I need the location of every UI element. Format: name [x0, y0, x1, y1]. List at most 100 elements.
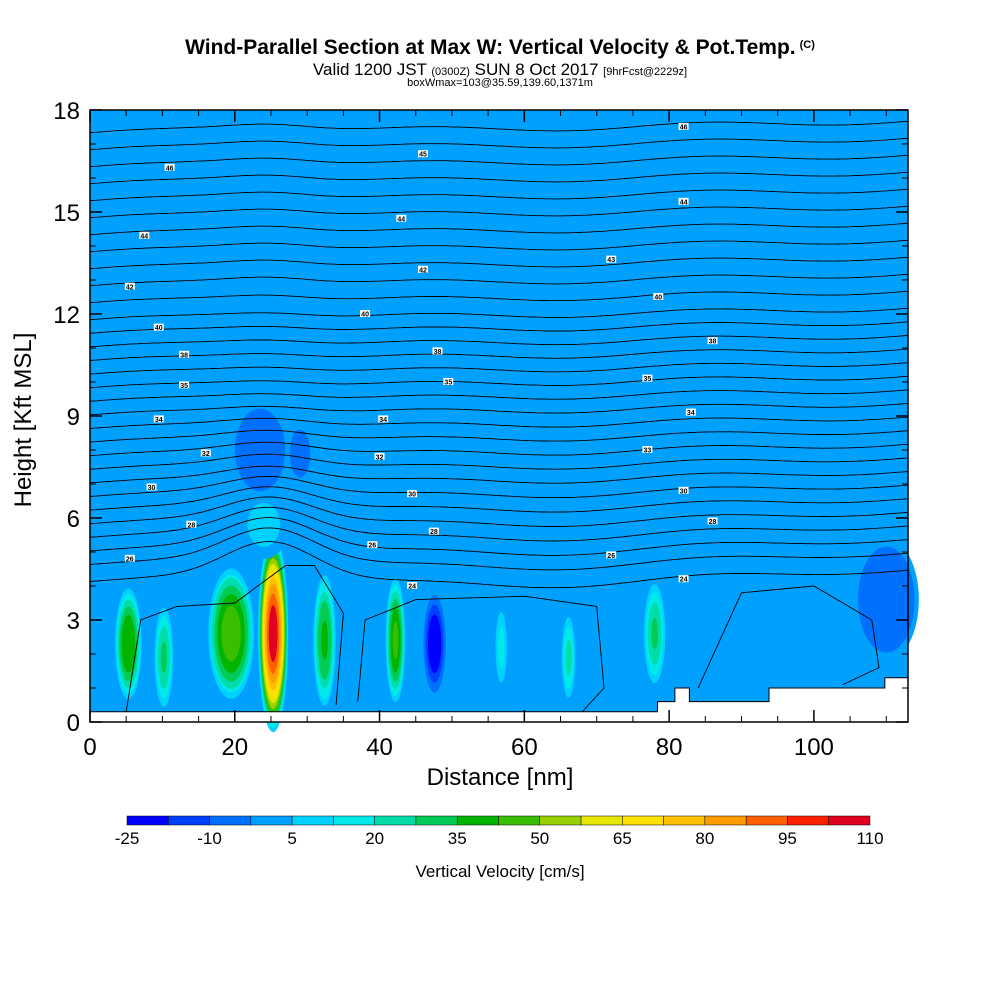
velocity-cell — [285, 419, 315, 488]
velocity-contour — [392, 621, 399, 660]
contour-label-box — [678, 123, 689, 130]
colorbar-swatch — [415, 815, 458, 826]
colorbar-tick-label: 35 — [448, 829, 467, 848]
contour-label: 28 — [709, 519, 717, 526]
contour-label-box — [443, 378, 454, 385]
contour-label: 38 — [709, 339, 717, 346]
contour-label-box — [685, 408, 696, 416]
colorbar-swatch — [787, 815, 829, 826]
colorbar-swatch — [539, 815, 582, 826]
x-tick-label: 40 — [366, 734, 393, 761]
contour-label-box — [407, 490, 418, 498]
colorbar-tick-label: 80 — [695, 829, 714, 848]
y-tick-label: 0 — [67, 710, 80, 737]
contour-label-box — [407, 582, 418, 589]
copyright-mark: (C) — [799, 39, 815, 51]
theta-contour-line — [89, 527, 909, 571]
contour-label: 40 — [155, 325, 163, 332]
y-tick-label: 3 — [67, 608, 80, 635]
theta-contour-line — [89, 496, 909, 527]
velocity-cell — [153, 603, 174, 712]
contour-label-box — [707, 517, 718, 525]
contour-label: 26 — [126, 556, 134, 563]
contour-label: 38 — [180, 352, 188, 359]
x-tick-label: 100 — [794, 734, 834, 761]
chart-title-text: Wind-Parallel Section at Max W: Vertical… — [185, 36, 796, 59]
velocity-cell — [561, 613, 576, 702]
chart-title: Wind-Parallel Section at Max W: Vertical… — [0, 36, 1000, 60]
colorbar-swatch — [622, 815, 664, 826]
valid-zulu: (0300Z) — [431, 66, 470, 78]
y-tick-label: 12 — [53, 302, 80, 329]
theta-contour-line — [89, 321, 909, 334]
x-tick-label: 80 — [656, 734, 683, 761]
theta-contour-line — [89, 375, 909, 389]
velocity-cell — [114, 586, 143, 702]
contour-label-box — [124, 554, 135, 562]
x-tick-label: 20 — [221, 734, 248, 761]
axes: 0 20 40 60 80 100 0 3 6 9 12 15 18 — [53, 98, 908, 761]
colorbar-tick-label: 20 — [365, 829, 384, 848]
contour-label-box — [360, 310, 371, 317]
theta-contour-line — [89, 465, 909, 484]
colorbar-label: Vertical Velocity [cm/s] — [415, 862, 585, 881]
colorbar-swatch — [745, 815, 788, 826]
contour-label-box — [200, 449, 211, 457]
colorbar-swatch — [663, 815, 706, 826]
velocity-contour — [256, 514, 272, 535]
velocity-cell — [257, 535, 289, 733]
theta-contour-line — [89, 441, 909, 457]
theta-contour-line — [89, 416, 909, 429]
theta-contour-line — [89, 453, 909, 470]
boxwmax-note: boxWmax=103@35.59,139.60,1371m — [407, 77, 593, 89]
theta-contour-line — [357, 595, 605, 713]
contour-label-box — [124, 282, 135, 290]
potential-temperature-contours: 46 46 45 44 44 44 43 42 42 40 40 40 38 38 38 35 35 35 34 34… — [89, 120, 909, 713]
velocity-cell — [238, 490, 290, 559]
colorbar-tick-label: -25 — [115, 829, 140, 848]
theta-contour-line — [89, 290, 909, 304]
theta-contour-line — [89, 188, 909, 202]
contour-label: 26 — [368, 543, 376, 550]
colorbar-swatch — [498, 815, 541, 826]
theta-contour-line — [89, 348, 909, 361]
theta-contour-line — [89, 506, 909, 542]
contour-label-box — [678, 197, 689, 205]
theta-contour-line — [89, 517, 909, 556]
theta-contour-line — [697, 585, 880, 689]
colorbar-tick-label: 5 — [287, 829, 296, 848]
contour-label: 44 — [140, 233, 148, 240]
contour-label: 28 — [430, 529, 438, 536]
colorbar-swatch — [333, 815, 375, 826]
theta-contour-line — [89, 171, 909, 185]
theta-contour-line — [89, 403, 909, 416]
velocity-contour — [268, 605, 278, 663]
x-tick-label: 0 — [83, 734, 96, 761]
contour-label: 35 — [444, 380, 452, 387]
contour-label-box — [153, 415, 164, 423]
theta-contour-line — [125, 565, 344, 712]
y-axis-label: Height [Kft MSL] — [10, 332, 37, 508]
contour-label-box — [606, 551, 617, 559]
velocity-cell — [422, 592, 447, 695]
velocity-contour — [651, 617, 658, 650]
velocity-contour — [431, 629, 438, 659]
contour-label-box — [179, 350, 190, 358]
velocity-cell — [643, 579, 667, 688]
contour-label-box — [396, 214, 407, 222]
theta-contour-line — [89, 205, 909, 219]
contour-label: 32 — [202, 451, 210, 458]
contour-label: 35 — [180, 383, 188, 390]
contour-label: 30 — [408, 492, 416, 499]
contour-label-box — [164, 163, 175, 171]
contour-label-box — [146, 483, 157, 491]
velocity-contour — [124, 627, 133, 661]
y-tick-label: 6 — [67, 506, 80, 533]
contour-label-box — [417, 265, 428, 273]
colorbar-swatch — [456, 815, 499, 826]
contour-label-box — [678, 486, 689, 494]
velocity-cell — [853, 538, 919, 661]
colorbar-tick-label: 65 — [613, 829, 632, 848]
velocity-contour — [251, 436, 269, 464]
theta-contour-line — [89, 239, 909, 253]
